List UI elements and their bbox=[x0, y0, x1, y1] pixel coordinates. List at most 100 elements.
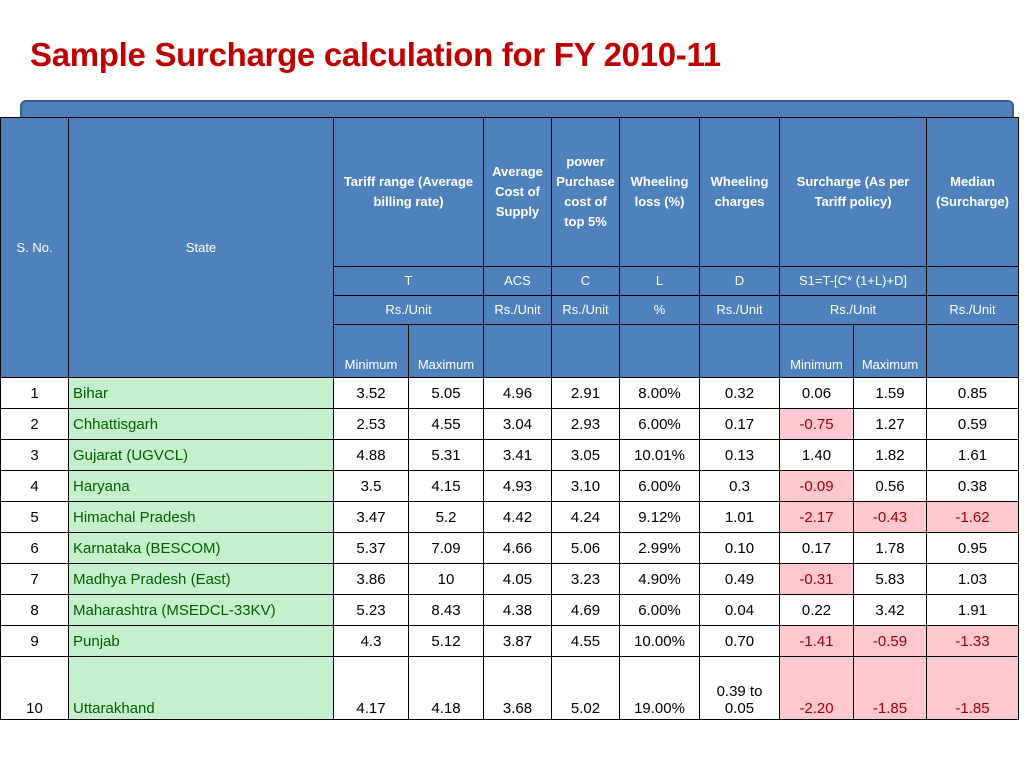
cell-wheeling-loss: 10.00% bbox=[619, 625, 700, 657]
cell-sno: 7 bbox=[0, 563, 69, 595]
cell-wheeling-loss: 10.01% bbox=[619, 439, 700, 471]
subheader-empty bbox=[699, 324, 780, 378]
symbol-s1-formula: S1=T-[C* (1+L)+D] bbox=[778, 266, 928, 296]
cell-tariff-min: 5.23 bbox=[333, 594, 409, 626]
cell-state: Karnataka (BESCOM) bbox=[68, 532, 334, 564]
cell-wheeling-charges: 0.17 bbox=[699, 408, 780, 440]
cell-power-purchase: 3.23 bbox=[551, 563, 620, 595]
cell-wheeling-charges: 0.49 bbox=[699, 563, 780, 595]
cell-acs: 3.04 bbox=[483, 408, 552, 440]
cell-surcharge-max: -1.85 bbox=[852, 656, 928, 720]
unit-tariff: Rs./Unit bbox=[333, 295, 484, 325]
table-row: 9 Punjab 4.3 5.12 3.87 4.55 10.00% 0.70 -1.41 -0.… bbox=[0, 625, 1020, 657]
cell-sno: 2 bbox=[0, 408, 69, 440]
cell-tariff-max: 5.12 bbox=[408, 625, 484, 657]
cell-surcharge-min: 0.17 bbox=[779, 532, 854, 564]
cell-power-purchase: 2.91 bbox=[551, 377, 620, 409]
cell-power-purchase: 3.10 bbox=[551, 470, 620, 502]
symbol-acs: ACS bbox=[483, 266, 552, 296]
table-row: 8 Maharashtra (MSEDCL-33KV) 5.23 8.43 4.38 4.… bbox=[0, 594, 1020, 626]
subheader-tariff-min: Minimum bbox=[333, 324, 409, 378]
cell-acs: 4.96 bbox=[483, 377, 552, 409]
cell-tariff-max: 5.05 bbox=[408, 377, 484, 409]
cell-sno: 9 bbox=[0, 625, 69, 657]
cell-median: 0.85 bbox=[926, 377, 1020, 409]
cell-surcharge-max: -0.59 bbox=[852, 625, 928, 657]
cell-tariff-max: 8.43 bbox=[408, 594, 484, 626]
cell-state: Madhya Pradesh (East) bbox=[68, 563, 334, 595]
table-row: 6 Karnataka (BESCOM) 5.37 7.09 4.66 5.06 2.99%… bbox=[0, 532, 1020, 564]
header-tariff-range: Tariff range (Average billing rate) bbox=[333, 117, 484, 267]
cell-surcharge-min: -0.75 bbox=[779, 408, 854, 440]
cell-surcharge-max: 1.82 bbox=[852, 439, 928, 471]
slide-title: Sample Surcharge calculation for FY 2010… bbox=[30, 36, 721, 73]
cell-wheeling-loss: 2.99% bbox=[619, 532, 700, 564]
cell-acs: 4.38 bbox=[483, 594, 552, 626]
cell-surcharge-min: -0.09 bbox=[779, 470, 854, 502]
cell-tariff-max: 7.09 bbox=[408, 532, 484, 564]
cell-sno: 6 bbox=[0, 532, 69, 564]
cell-state: Uttarakhand bbox=[68, 656, 334, 720]
cell-median: 1.03 bbox=[926, 563, 1020, 595]
cell-surcharge-min: -2.20 bbox=[779, 656, 854, 720]
cell-surcharge-max: 3.42 bbox=[852, 594, 928, 626]
cell-wheeling-loss: 19.00% bbox=[619, 656, 700, 720]
cell-surcharge-min: 0.22 bbox=[779, 594, 854, 626]
table-body: 1 Bihar 3.52 5.05 4.96 2.91 8.00% 0.32 0.06 1.59 0… bbox=[0, 377, 1020, 720]
cell-wheeling-charges: 1.01 bbox=[699, 501, 780, 533]
cell-tariff-min: 2.53 bbox=[333, 408, 409, 440]
cell-state: Bihar bbox=[68, 377, 334, 409]
symbol-median-empty bbox=[926, 266, 1020, 296]
cell-surcharge-min: 0.06 bbox=[779, 377, 854, 409]
cell-surcharge-max: 5.83 bbox=[852, 563, 928, 595]
cell-acs: 4.66 bbox=[483, 532, 552, 564]
cell-power-purchase: 5.06 bbox=[551, 532, 620, 564]
subheader-surcharge-max: Maximum bbox=[852, 324, 928, 378]
header-acs: Average Cost of Supply bbox=[483, 117, 552, 267]
cell-tariff-min: 3.47 bbox=[333, 501, 409, 533]
unit-median: Rs./Unit bbox=[926, 295, 1020, 325]
cell-median: -1.62 bbox=[926, 501, 1020, 533]
unit-l: % bbox=[619, 295, 700, 325]
header-wheeling-loss: Wheeling loss (%) bbox=[619, 117, 700, 267]
surcharge-table: S. No. State Tariff range (Average billi… bbox=[0, 117, 1020, 720]
cell-tariff-max: 4.55 bbox=[408, 408, 484, 440]
cell-median: -1.85 bbox=[926, 656, 1020, 720]
cell-tariff-max: 4.18 bbox=[408, 656, 484, 720]
subheader-surcharge-min: Minimum bbox=[779, 324, 854, 378]
table-row: 1 Bihar 3.52 5.05 4.96 2.91 8.00% 0.32 0.06 1.59 0… bbox=[0, 377, 1020, 409]
cell-surcharge-max: 0.56 bbox=[852, 470, 928, 502]
cell-state: Himachal Pradesh bbox=[68, 501, 334, 533]
cell-tariff-min: 5.37 bbox=[333, 532, 409, 564]
cell-sno: 3 bbox=[0, 439, 69, 471]
unit-acs: Rs./Unit bbox=[483, 295, 552, 325]
cell-median: 1.61 bbox=[926, 439, 1020, 471]
cell-surcharge-min: -2.17 bbox=[779, 501, 854, 533]
header-state: State bbox=[68, 117, 334, 378]
cell-sno: 8 bbox=[0, 594, 69, 626]
cell-surcharge-max: 1.78 bbox=[852, 532, 928, 564]
cell-median: 0.95 bbox=[926, 532, 1020, 564]
cell-wheeling-charges: 0.70 bbox=[699, 625, 780, 657]
cell-surcharge-max: 1.59 bbox=[852, 377, 928, 409]
cell-surcharge-max: -0.43 bbox=[852, 501, 928, 533]
cell-tariff-max: 5.31 bbox=[408, 439, 484, 471]
cell-state: Maharashtra (MSEDCL-33KV) bbox=[68, 594, 334, 626]
cell-state: Gujarat (UGVCL) bbox=[68, 439, 334, 471]
cell-power-purchase: 4.24 bbox=[551, 501, 620, 533]
cell-state: Punjab bbox=[68, 625, 334, 657]
cell-sno: 10 bbox=[0, 656, 69, 720]
cell-power-purchase: 2.93 bbox=[551, 408, 620, 440]
cell-wheeling-charges: 0.10 bbox=[699, 532, 780, 564]
table-row: 3 Gujarat (UGVCL) 4.88 5.31 3.41 3.05 10.01% 0.… bbox=[0, 439, 1020, 471]
cell-acs: 3.68 bbox=[483, 656, 552, 720]
symbol-c: C bbox=[551, 266, 620, 296]
header-power-purchase: power Purchase cost of top 5% bbox=[551, 117, 620, 267]
cell-wheeling-loss: 6.00% bbox=[619, 408, 700, 440]
cell-state: Haryana bbox=[68, 470, 334, 502]
cell-surcharge-min: -0.31 bbox=[779, 563, 854, 595]
cell-tariff-min: 3.52 bbox=[333, 377, 409, 409]
cell-wheeling-loss: 6.00% bbox=[619, 594, 700, 626]
cell-acs: 3.41 bbox=[483, 439, 552, 471]
symbol-d: D bbox=[699, 266, 780, 296]
